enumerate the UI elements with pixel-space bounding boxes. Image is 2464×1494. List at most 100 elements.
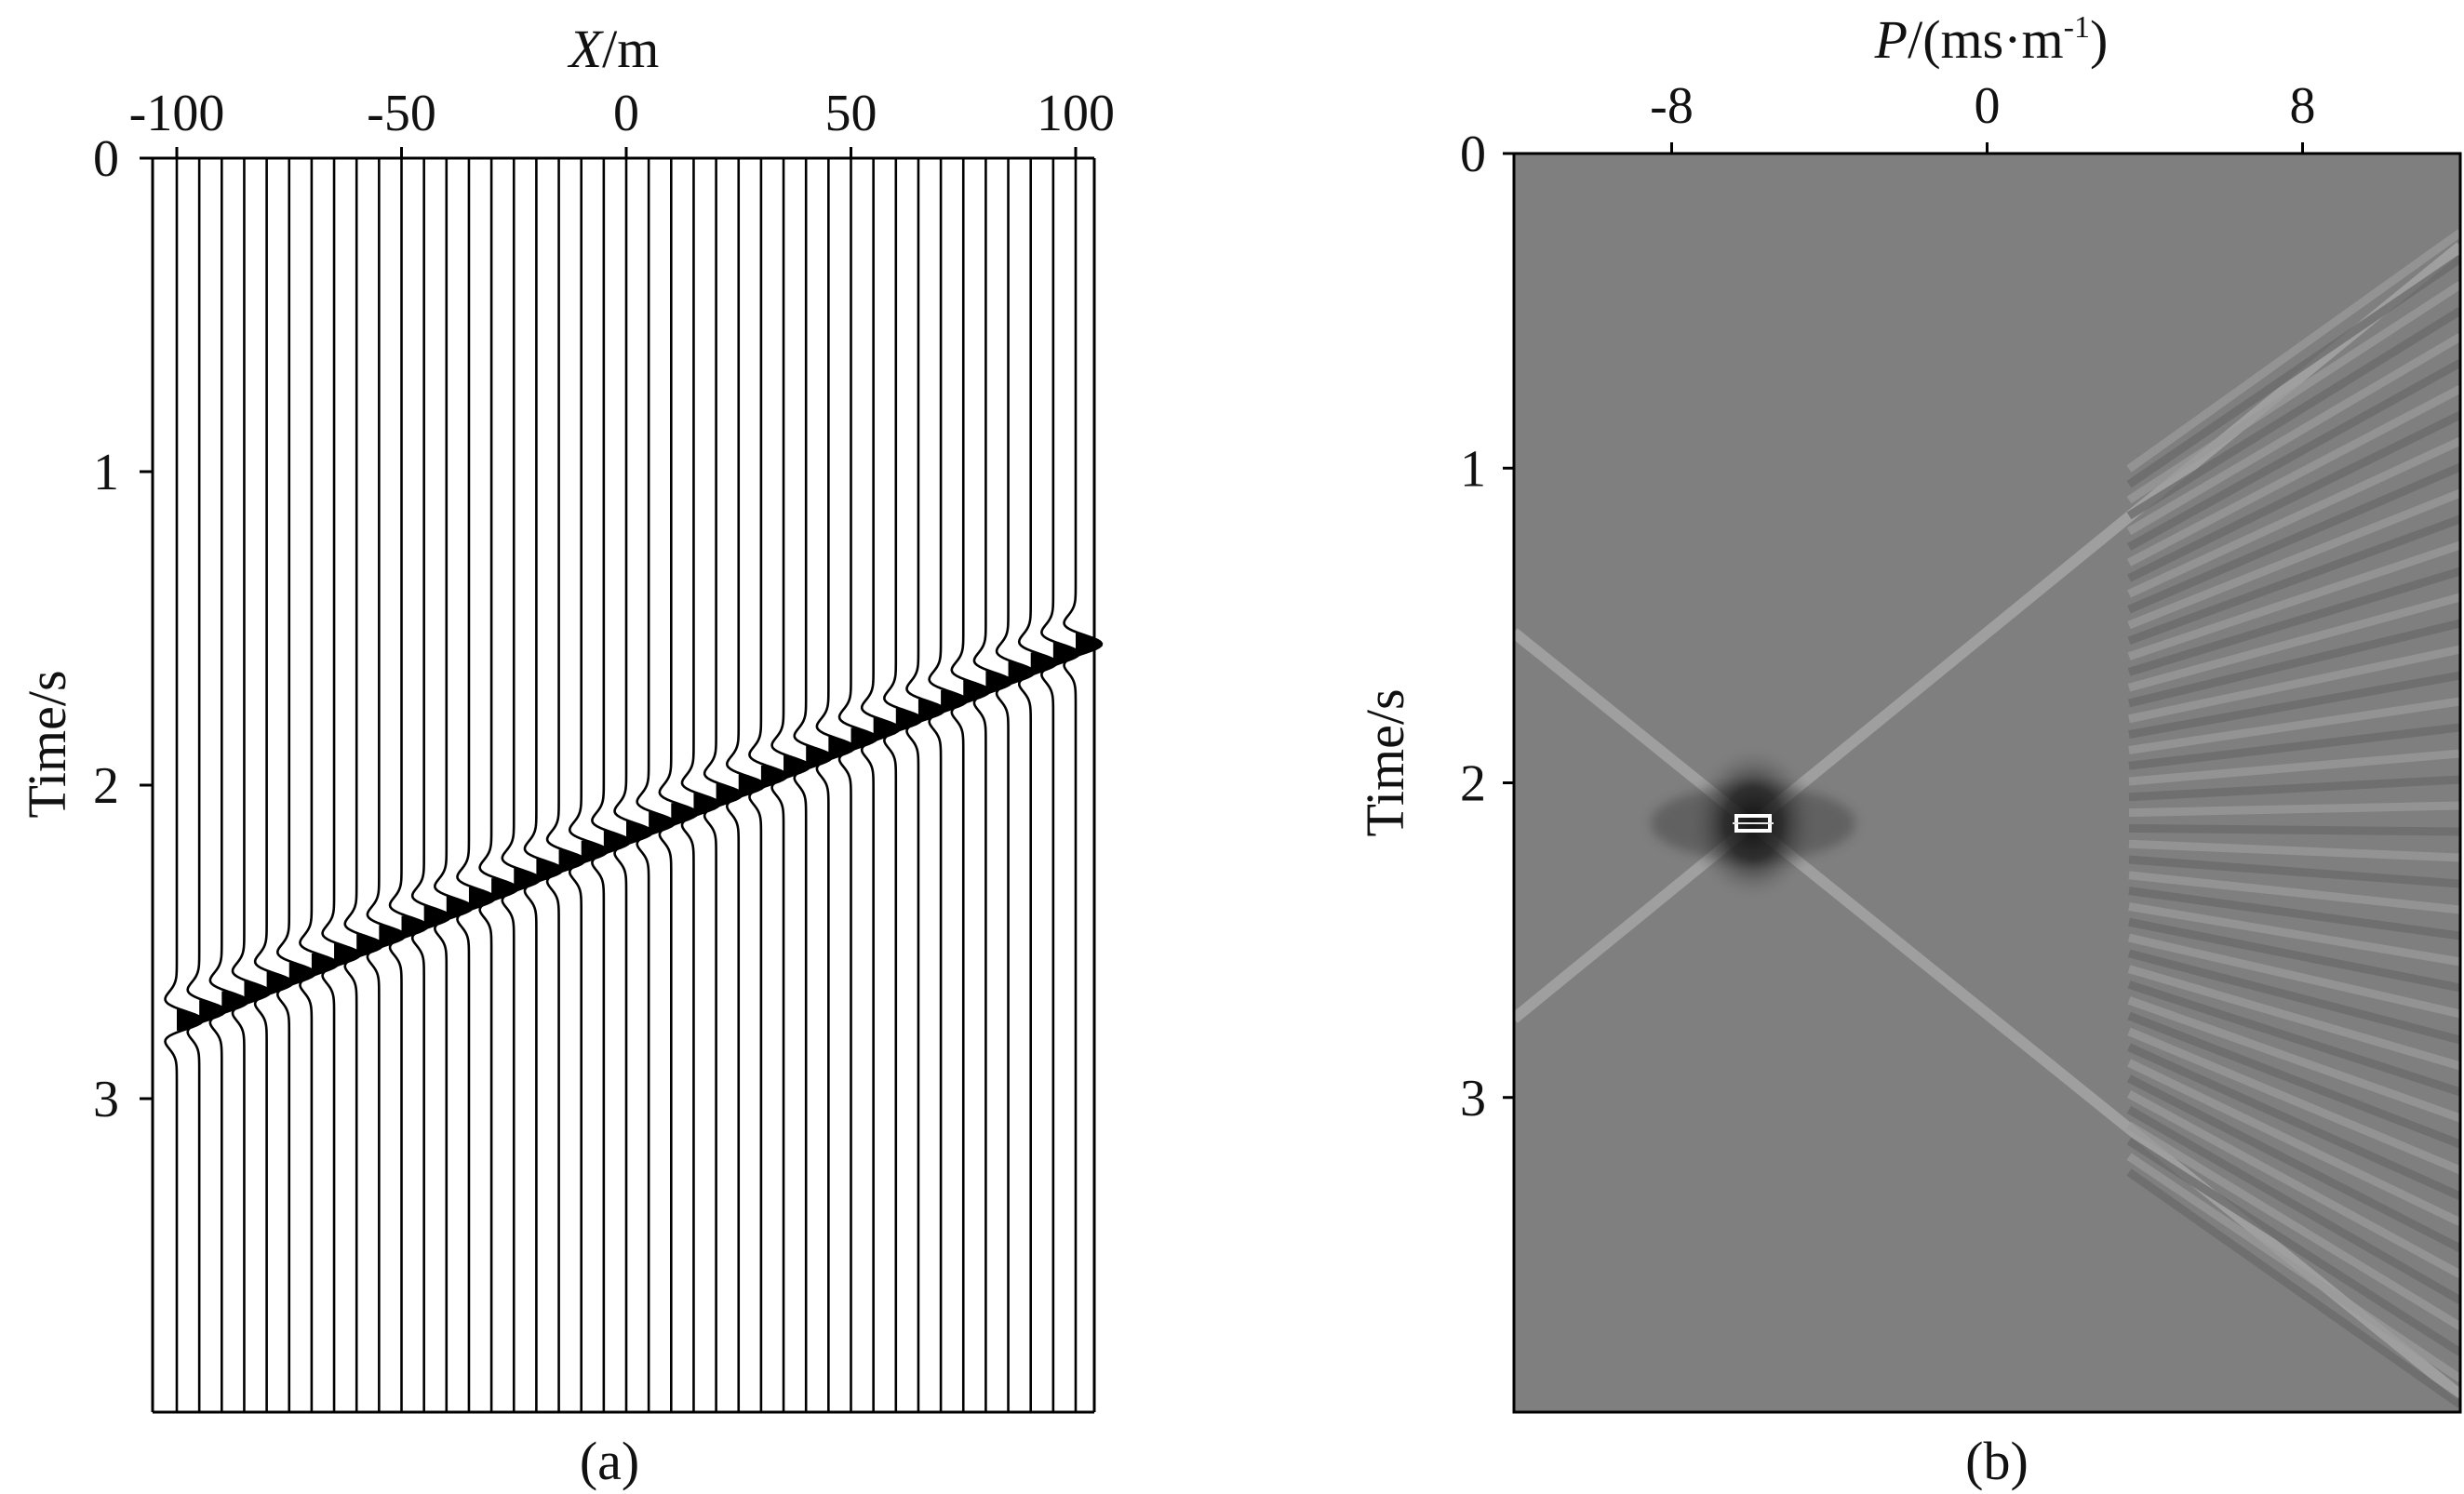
panel-b-y-axis-title: Time/s	[1355, 688, 1415, 836]
trace-line	[770, 158, 811, 1412]
trace-line	[680, 158, 721, 1412]
fan-stripe	[2127, 1011, 2460, 1149]
fan-stripe	[2127, 965, 2460, 1071]
fan-stripe	[2126, 1105, 2460, 1304]
wiggle-traces	[164, 158, 1104, 1412]
x-tick-label: -50	[367, 85, 436, 142]
trace-line	[1017, 158, 1059, 1412]
trace-line	[366, 158, 407, 1412]
trace-line	[253, 158, 294, 1412]
fan-stripe	[2127, 488, 2460, 630]
heatmap-diagonal-up	[1514, 242, 2460, 1023]
trace-line	[928, 158, 969, 1412]
trace-line	[591, 158, 631, 1412]
y-tick-label: 3	[93, 1071, 119, 1128]
trace-fill	[828, 737, 855, 759]
fan-stripe	[2128, 901, 2460, 967]
trace-line	[299, 158, 340, 1412]
trace-fill	[423, 905, 450, 929]
heatmap-fan-stripes	[2126, 229, 2460, 1408]
fan-stripe	[2126, 1121, 2460, 1330]
trace-line	[950, 158, 991, 1412]
y-tick-label: 2	[1460, 755, 1486, 813]
heatmap-content	[1514, 229, 2460, 1408]
fan-stripe	[2127, 949, 2460, 1045]
panel-a-label: (a)	[580, 1431, 639, 1491]
y-tick-label: 1	[1460, 440, 1486, 498]
y-tick-label: 0	[93, 130, 119, 188]
trace-line	[186, 158, 227, 1412]
fan-stripe	[2126, 359, 2460, 551]
fan-stripe	[2128, 887, 2460, 940]
fan-stripe	[2127, 514, 2460, 646]
trace-fill	[738, 774, 765, 796]
trace-line	[860, 158, 901, 1412]
fan-stripe	[2128, 723, 2460, 770]
trace-line	[837, 158, 878, 1412]
fan-stripe	[2127, 933, 2460, 1019]
trace-fill	[603, 830, 630, 854]
fan-stripe	[2127, 619, 2460, 708]
fan-stripe	[2128, 855, 2460, 888]
fan-stripe	[2128, 823, 2460, 836]
trace-line	[208, 158, 249, 1412]
trace-line	[231, 158, 272, 1412]
panel-b-x-ticks: -8 0 8	[1650, 77, 2316, 153]
trace-fill	[199, 1000, 226, 1022]
fan-stripe	[2126, 333, 2460, 536]
panel-a-y-ticks: 0 1 2 3	[93, 130, 153, 1128]
trace-fill	[783, 754, 810, 779]
fan-stripe	[2128, 871, 2460, 914]
trace-line	[882, 158, 924, 1412]
trace-line	[501, 158, 542, 1412]
y-tick-label: 2	[93, 757, 119, 815]
trace-line	[456, 158, 497, 1412]
fan-stripe	[2127, 1027, 2460, 1175]
trace-fill	[917, 699, 944, 721]
panel-b-chart: -8 0 8 0 1 2 3 P/(ms·m-1) Time/s (b)	[1355, 9, 2462, 1491]
trace-fill	[468, 887, 495, 909]
trace-line	[388, 158, 429, 1412]
trace-line	[905, 158, 946, 1412]
fan-stripe	[2126, 1153, 2460, 1382]
trace-line	[433, 158, 475, 1412]
trace-fill	[649, 811, 676, 834]
fan-stripe	[2128, 749, 2460, 786]
trace-line	[995, 158, 1036, 1412]
trace-line	[1063, 158, 1104, 1412]
trace-line	[523, 158, 564, 1412]
panel-b-y-ticks: 0 1 2 3	[1460, 126, 1514, 1127]
trace-line	[636, 158, 676, 1412]
fan-stripe	[2127, 540, 2460, 660]
fan-stripe	[2127, 980, 2460, 1097]
fan-stripe	[2126, 1090, 2460, 1278]
trace-line	[568, 158, 609, 1412]
trace-line	[748, 158, 789, 1412]
trace-line	[545, 158, 586, 1412]
fan-stripe	[2127, 995, 2460, 1123]
fan-stripe	[2128, 917, 2460, 993]
trace-fill	[334, 942, 360, 967]
x-tick-label: 8	[2290, 77, 2316, 135]
trace-fill	[1008, 661, 1035, 684]
fan-stripe	[2128, 671, 2460, 740]
trace-line	[703, 158, 743, 1412]
x-tick-label: 0	[613, 85, 639, 142]
x-tick-label: -8	[1650, 77, 1694, 135]
fan-stripe	[2126, 307, 2460, 520]
trace-line	[972, 158, 1013, 1412]
fan-stripe	[2126, 281, 2460, 504]
trace-fill	[244, 980, 271, 1004]
y-tick-label: 0	[1460, 126, 1486, 183]
trace-line	[815, 158, 856, 1412]
trace-line	[613, 158, 654, 1412]
trace-line	[793, 158, 834, 1412]
fan-stripe	[2127, 1043, 2460, 1201]
trace-line	[1040, 158, 1080, 1412]
trace-fill	[873, 716, 900, 740]
fan-stripe	[2127, 436, 2460, 598]
fan-stripe	[2128, 645, 2460, 724]
panel-a-x-ticks: -100 -50 0 50 100	[129, 85, 1115, 158]
trace-fill	[514, 867, 541, 891]
